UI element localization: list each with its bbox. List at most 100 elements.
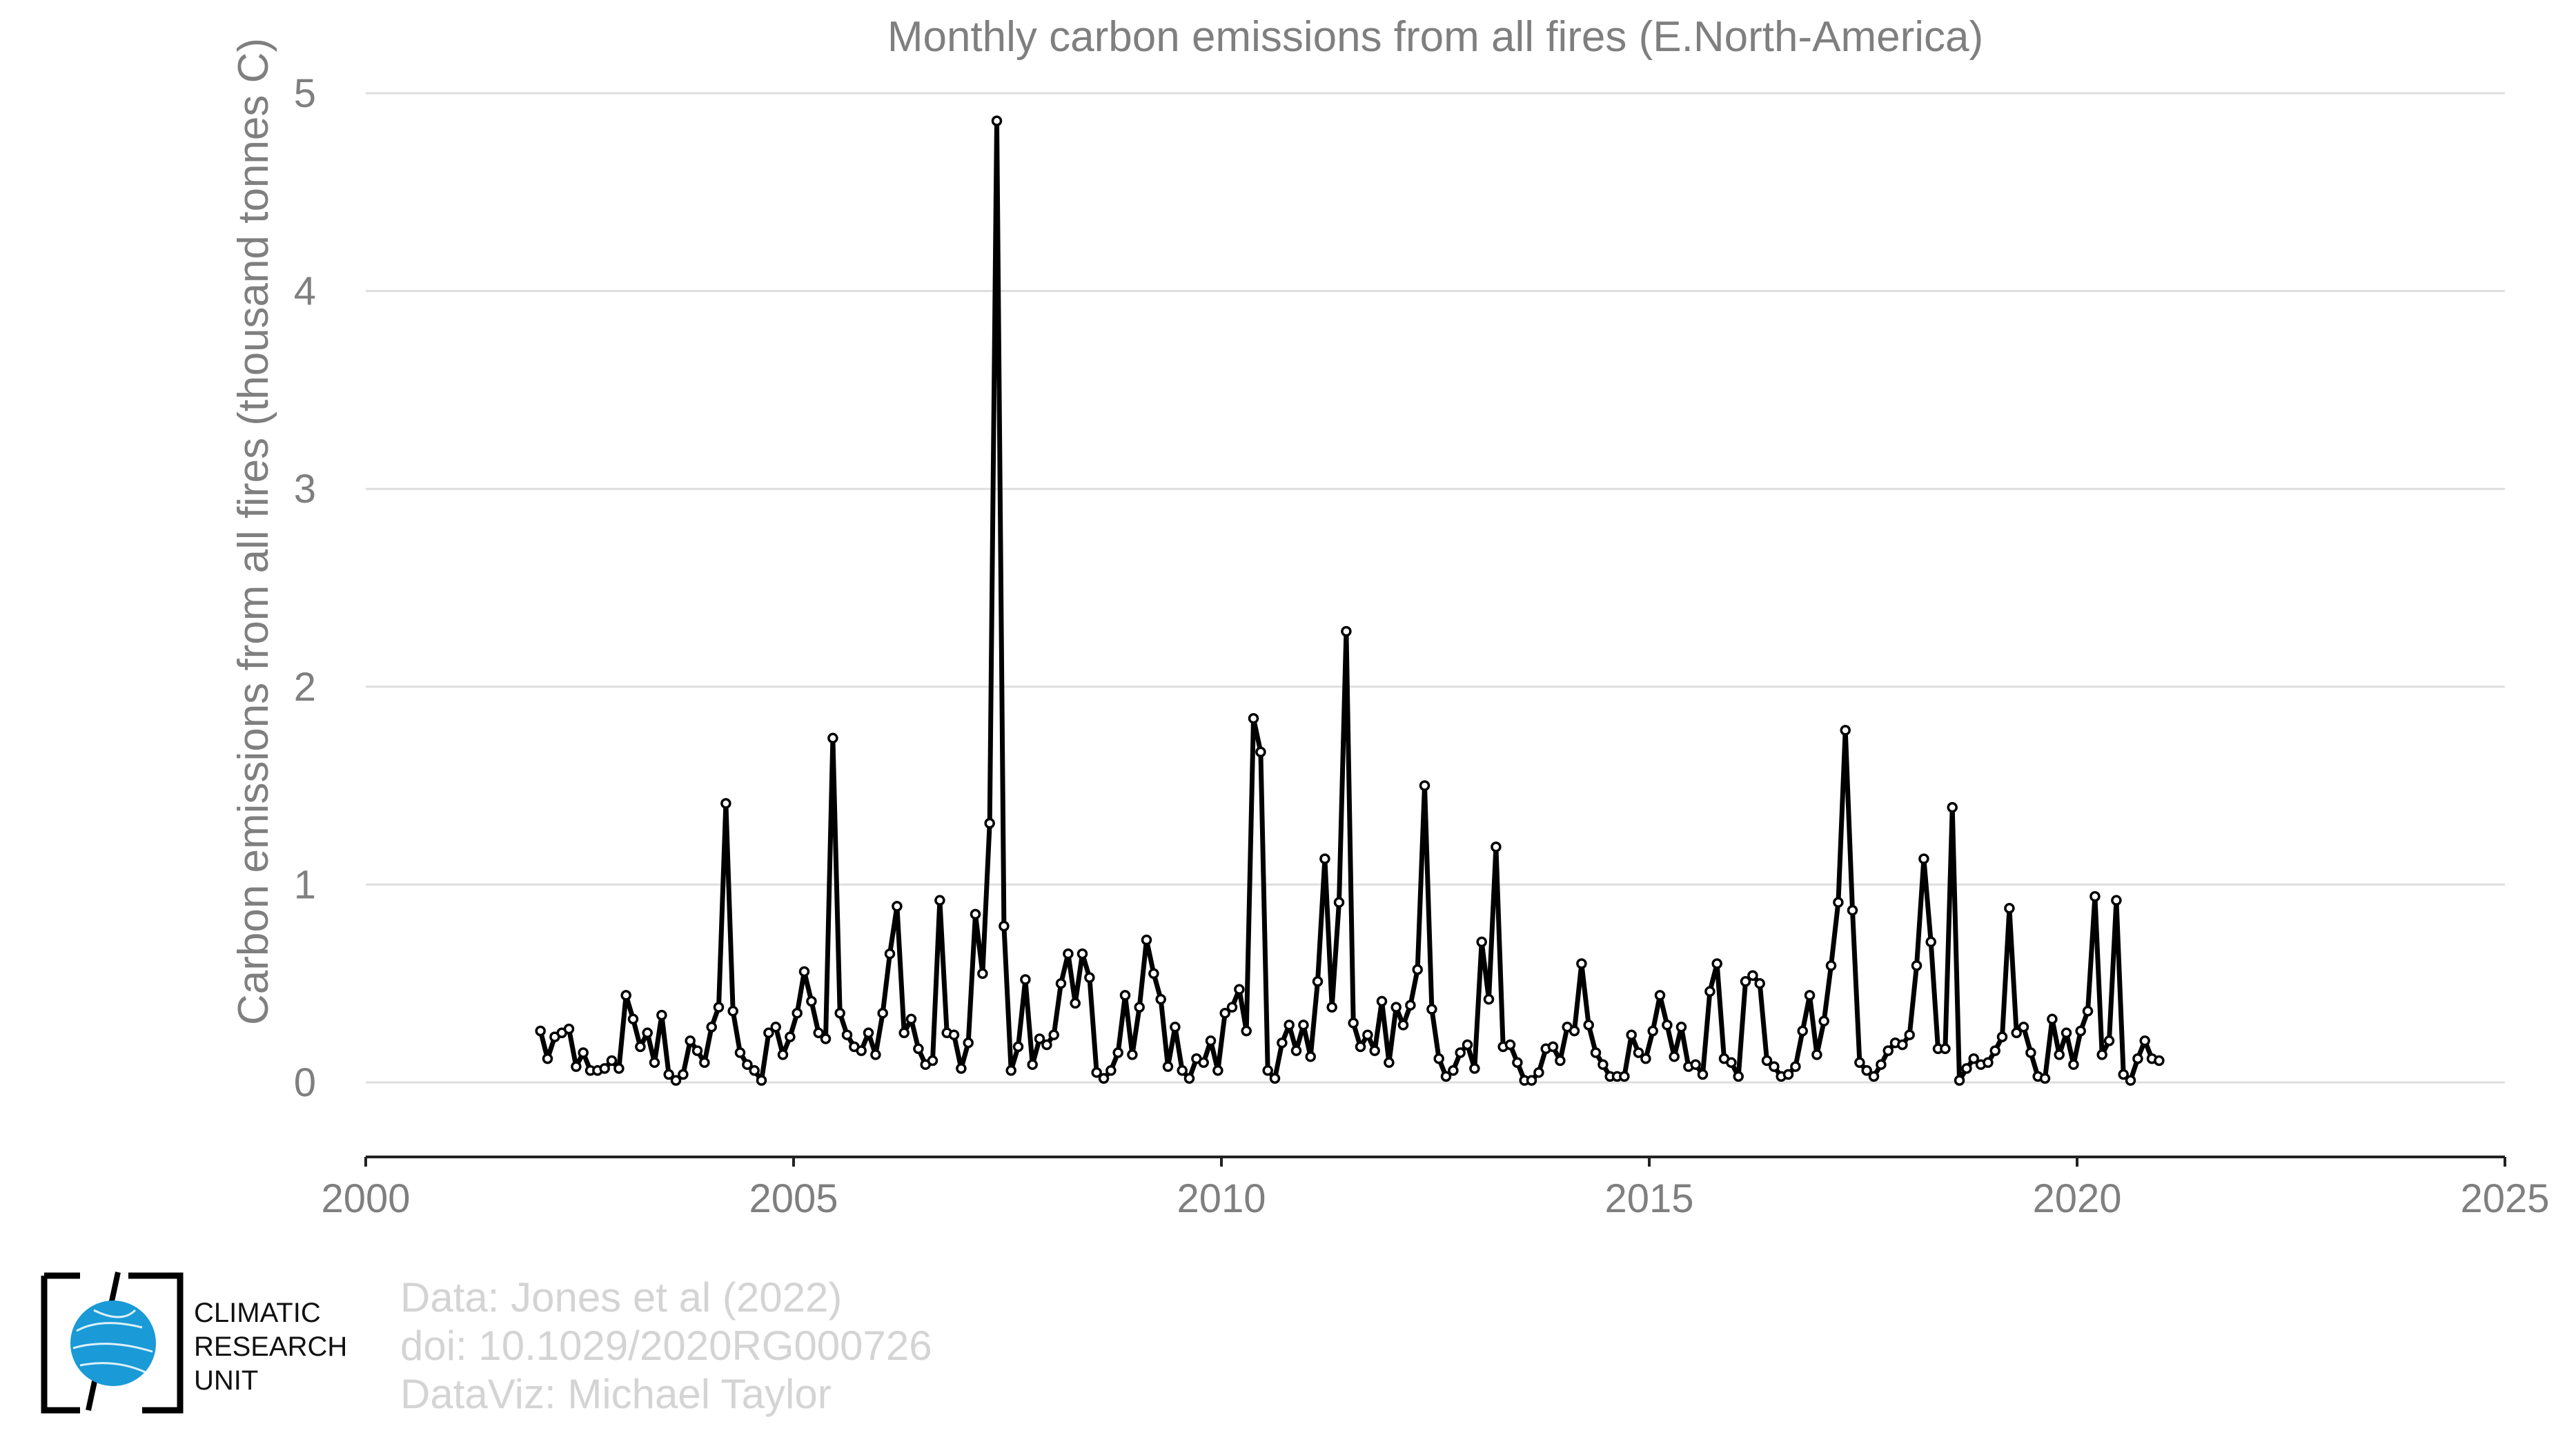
data-point — [1733, 1071, 1744, 1082]
data-point — [1020, 974, 1031, 985]
data-point — [1840, 725, 1851, 736]
data-point — [877, 1007, 888, 1019]
data-point — [2096, 1049, 2107, 1060]
data-point — [1433, 1053, 1444, 1064]
data-point — [1861, 1065, 1872, 1076]
credits: Data: Jones et al (2022) doi: 10.1029/20… — [400, 1274, 932, 1419]
data-point — [1533, 1067, 1544, 1078]
data-point — [1341, 625, 1352, 637]
data-point — [777, 1049, 789, 1060]
data-point — [1333, 897, 1345, 908]
data-point — [1226, 1002, 1238, 1013]
data-point — [870, 1049, 881, 1060]
data-point — [1940, 1043, 1951, 1055]
data-point — [1405, 1000, 1416, 1011]
data-point — [606, 1055, 618, 1067]
logo-line-1: CLIMATIC — [194, 1298, 321, 1328]
data-point — [1761, 1055, 1773, 1067]
data-point — [1162, 1061, 1174, 1072]
data-point — [1290, 1045, 1302, 1056]
data-point — [898, 1027, 910, 1039]
data-point — [1526, 1075, 1537, 1086]
data-point — [2068, 1059, 2079, 1070]
data-point — [1234, 984, 1245, 995]
data-point — [948, 1029, 960, 1040]
data-point — [649, 1057, 660, 1069]
data-point — [763, 1027, 774, 1039]
data-point — [1996, 1031, 2008, 1042]
data-point — [1284, 1020, 1295, 1031]
y-tick-labels: 0 1 2 3 4 5 — [294, 71, 316, 1105]
data-point — [1726, 1057, 1737, 1069]
data-point — [1662, 1020, 1673, 1031]
y-tick-label: 0 — [294, 1060, 316, 1105]
data-point — [542, 1053, 553, 1064]
chart-title: Monthly carbon emissions from all fires … — [887, 13, 1983, 61]
data-point — [1091, 1067, 1102, 1078]
data-point — [1597, 1059, 1609, 1070]
data-point — [1925, 936, 1936, 948]
data-point — [770, 1022, 781, 1033]
data-point — [1818, 1015, 1829, 1026]
x-tick-label: 2010 — [1177, 1176, 1266, 1221]
y-axis-label: Carbon emissions from all fires (thousan… — [230, 38, 277, 1025]
data-point — [1882, 1045, 1894, 1056]
data-point — [1583, 1020, 1594, 1031]
data-point — [1255, 746, 1266, 758]
data-point — [1747, 970, 1758, 981]
data-point — [999, 920, 1010, 932]
data-point — [1084, 972, 1095, 983]
data-point — [663, 1069, 674, 1080]
data-point — [2132, 1053, 2143, 1064]
data-point — [1462, 1039, 1473, 1051]
data-point — [1897, 1039, 1908, 1051]
data-point — [1241, 1025, 1252, 1037]
data-point — [1070, 997, 1081, 1009]
data-point — [1483, 993, 1495, 1005]
credit-dataviz: DataViz: Michael Taylor — [400, 1371, 832, 1417]
data-point — [913, 1043, 924, 1055]
data-point — [820, 1033, 832, 1044]
data-point — [884, 948, 896, 960]
data-point — [1134, 1002, 1145, 1013]
data-point — [1041, 1039, 1052, 1051]
data-point — [1012, 1041, 1024, 1053]
data-point — [706, 1022, 717, 1033]
data-point — [1098, 1073, 1110, 1084]
data-point — [1512, 1057, 1523, 1069]
data-point — [2082, 1006, 2094, 1017]
data-point — [1205, 1035, 1217, 1046]
data-point — [1127, 1049, 1138, 1060]
data-point — [927, 1055, 938, 1067]
data-point — [834, 1007, 845, 1019]
data-point — [1384, 1057, 1395, 1069]
cru-logo: CLIMATIC RESEARCH UNIT — [39, 1269, 384, 1417]
data-point — [1640, 1053, 1651, 1064]
data-point — [620, 990, 631, 1001]
data-point — [1740, 976, 1751, 987]
data-point — [756, 1075, 767, 1086]
credit-doi: doi: 10.1029/2020RG000726 — [400, 1323, 932, 1369]
data-point — [863, 1027, 874, 1039]
data-point — [2103, 1035, 2115, 1046]
x-axis: 2000 2005 2010 2015 2020 2025 — [321, 1156, 2550, 1221]
x-tick-label: 2000 — [321, 1176, 410, 1221]
data-point — [578, 1047, 589, 1058]
data-point — [642, 1027, 653, 1039]
cru-logo-mark — [41, 1272, 184, 1414]
data-point — [1155, 993, 1166, 1005]
data-point — [1397, 1020, 1409, 1031]
data-point — [1312, 976, 1324, 987]
data-point — [1918, 853, 1929, 864]
data-point — [2090, 890, 2101, 902]
data-point — [1369, 1045, 1380, 1056]
data-point — [1968, 1053, 1979, 1064]
data-point — [2004, 903, 2015, 914]
data-point — [1005, 1065, 1016, 1076]
data-point — [691, 1045, 703, 1056]
data-point — [1825, 960, 1837, 971]
data-point — [1704, 986, 1715, 997]
logo-line-3: UNIT — [194, 1365, 259, 1396]
data-point — [656, 1009, 667, 1021]
